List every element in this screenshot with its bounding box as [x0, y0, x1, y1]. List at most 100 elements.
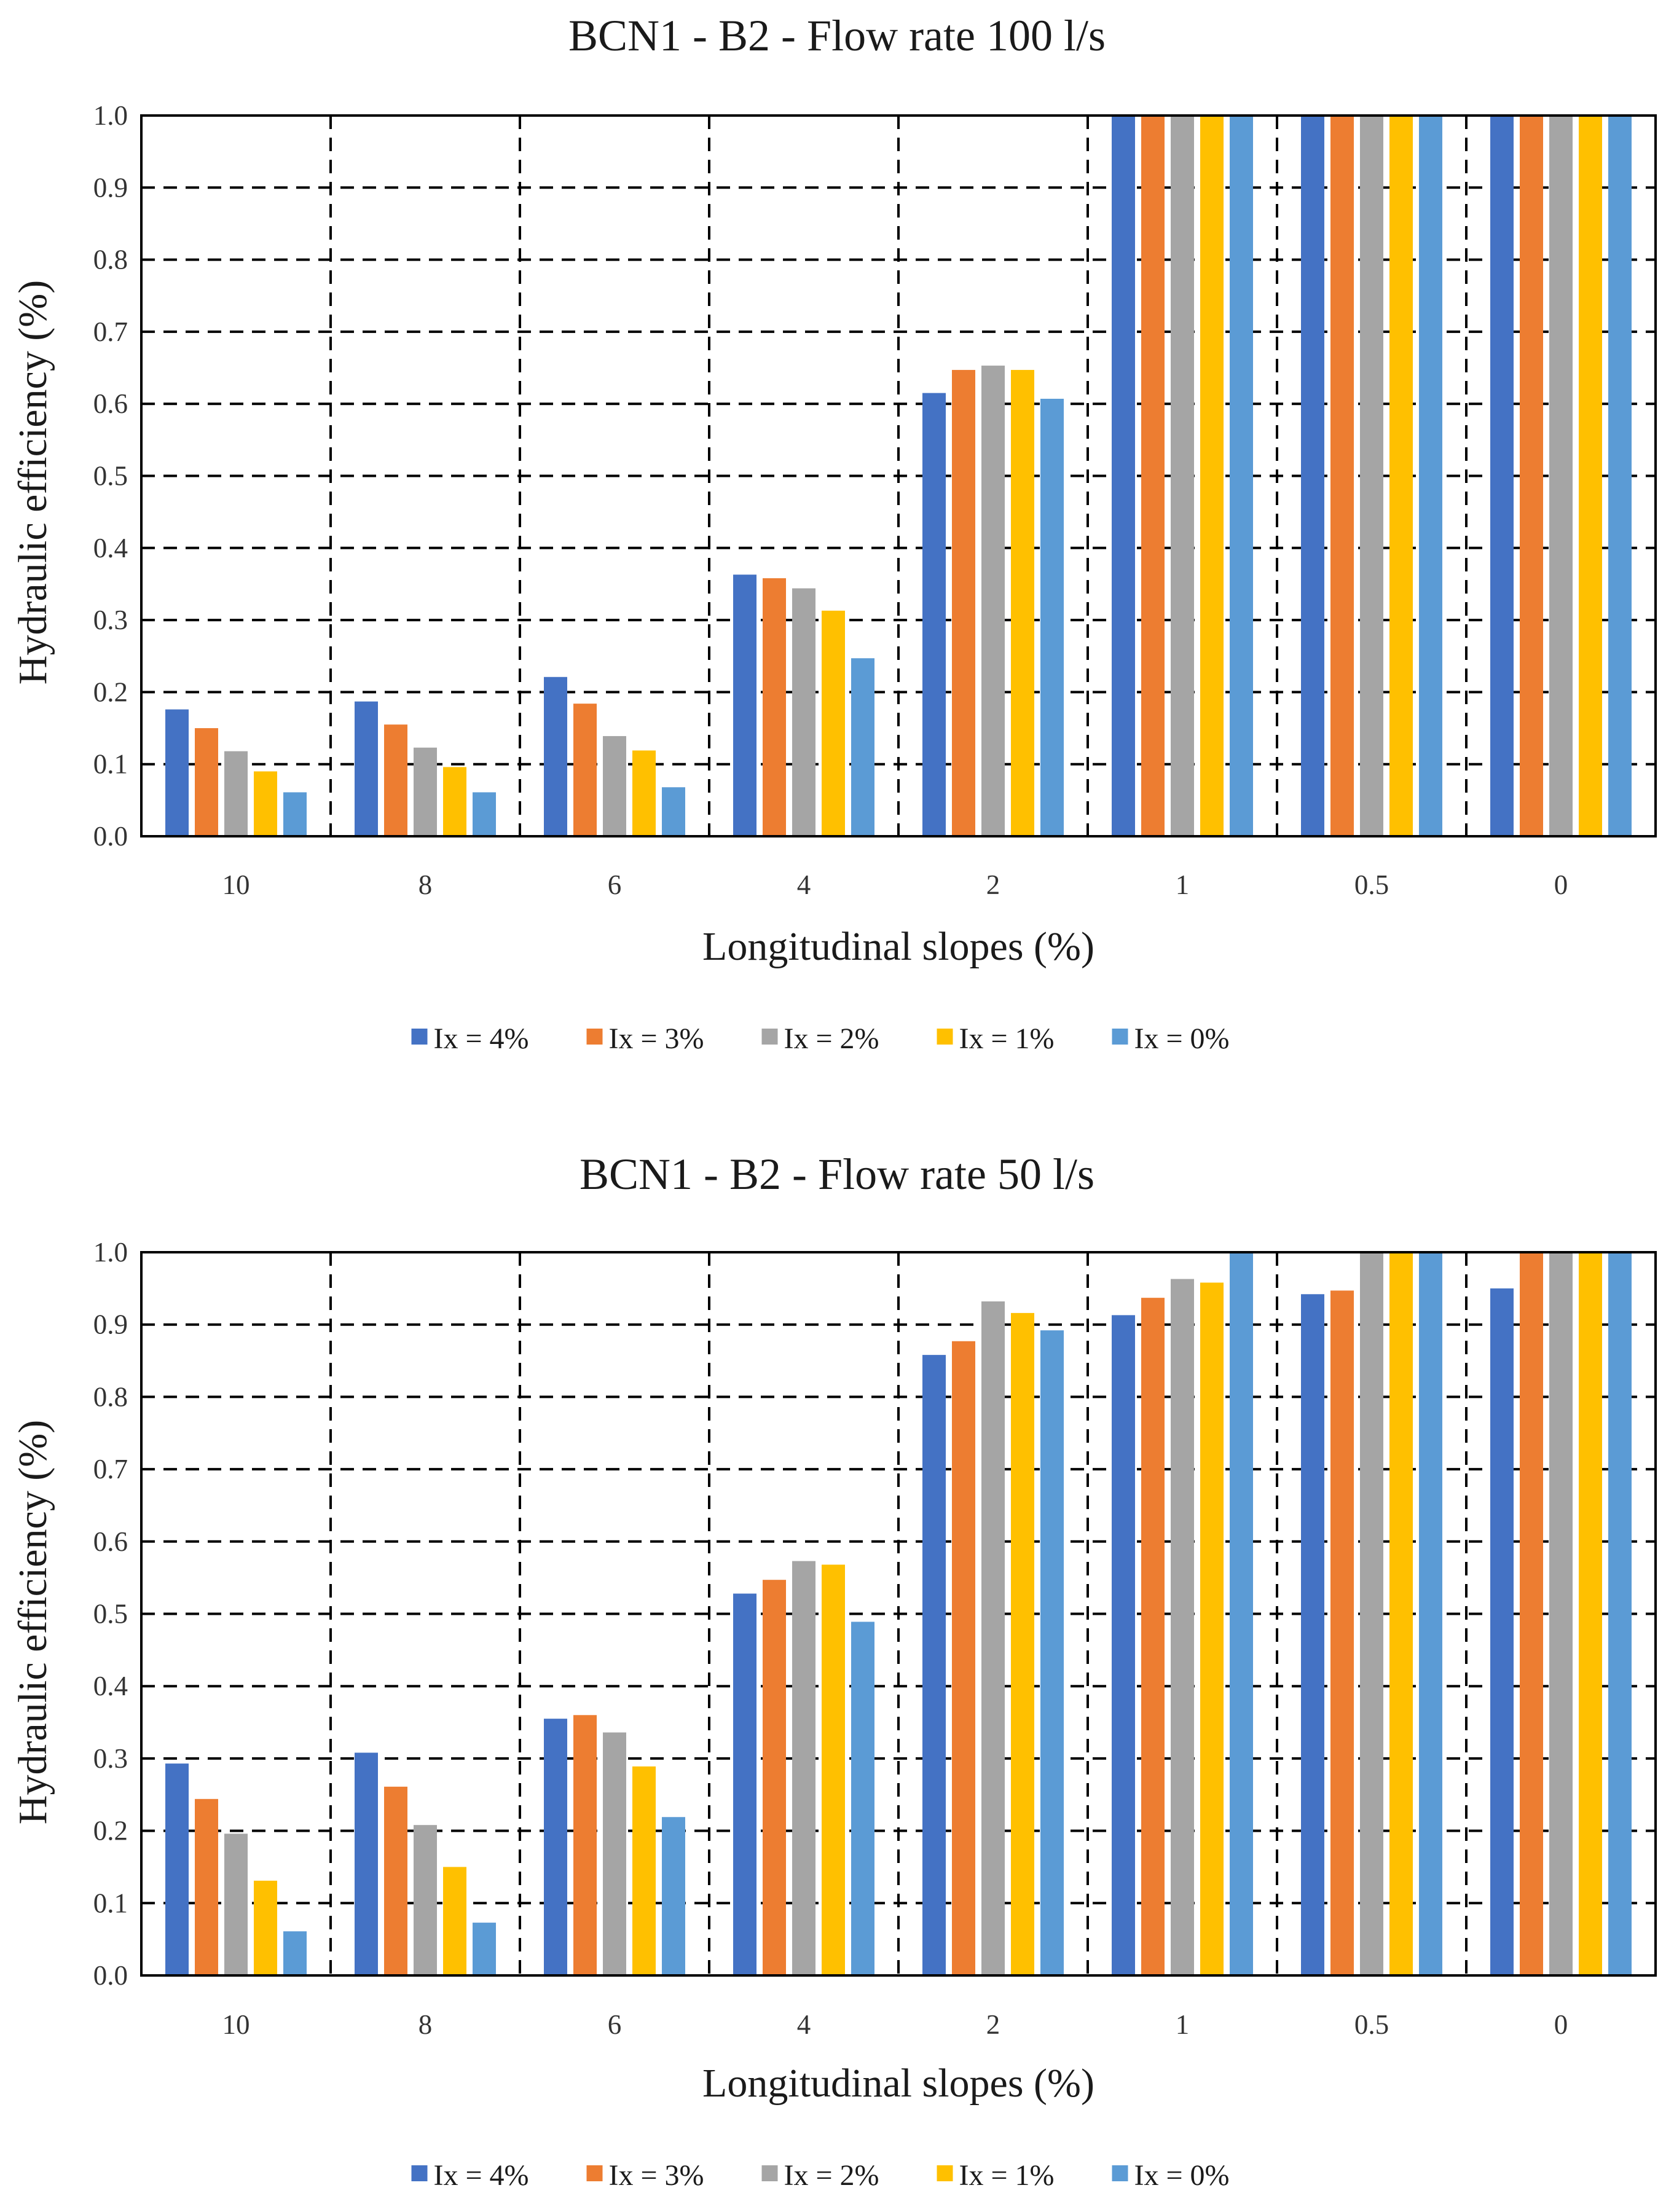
legend: Ix = 4% Ix = 3% Ix = 2% Ix = 1% Ix = 0%	[411, 2159, 1230, 2192]
legend-swatch	[411, 1029, 428, 1045]
bar	[1200, 1282, 1224, 1975]
bar	[195, 728, 218, 836]
plot-area: 0.00.10.20.30.40.50.60.70.80.91.010 8 6 4 2 1…	[93, 100, 1657, 900]
bar	[544, 1719, 567, 1975]
bar	[1112, 116, 1135, 836]
bar	[224, 751, 248, 836]
bar	[283, 1931, 307, 1975]
bar	[1608, 116, 1632, 836]
x-tick-label: 2	[986, 869, 1000, 900]
bar	[443, 1867, 466, 1975]
bar	[1301, 1294, 1324, 1975]
legend-entry: Ix = 2%	[784, 1022, 879, 1055]
bar	[1301, 116, 1324, 836]
bar	[1389, 1252, 1413, 1975]
legend-entry: Ix = 2%	[784, 2159, 879, 2192]
bar	[1490, 1288, 1514, 1975]
bar	[662, 1817, 685, 1975]
bar	[573, 704, 597, 836]
legend-swatch	[1112, 2165, 1128, 2181]
x-tick-label: 10	[222, 2009, 250, 2040]
bar	[443, 767, 466, 836]
bar	[1520, 1252, 1543, 1975]
legend-swatch	[761, 2165, 778, 2181]
y-tick-label: 0.4	[93, 533, 128, 563]
bar	[283, 792, 307, 836]
bar	[1141, 116, 1165, 836]
bar	[1141, 1298, 1165, 1975]
x-tick-label: 6	[608, 869, 622, 900]
plot-area: 0.00.10.20.30.40.50.60.70.80.91.010 8 6 4 2 1…	[93, 1237, 1657, 2040]
bar	[254, 771, 277, 836]
legend-entry: Ix = 4%	[434, 1022, 529, 1055]
legend-entry: Ix = 0%	[1134, 2159, 1230, 2192]
bar	[1230, 1252, 1253, 1975]
y-tick-label: 0.3	[93, 605, 128, 635]
bar	[1011, 370, 1034, 836]
bar	[1112, 1315, 1135, 1975]
bar	[573, 1715, 597, 1975]
bar	[224, 1834, 248, 1975]
bar	[822, 1564, 845, 1975]
bar	[1549, 116, 1573, 836]
bar	[1360, 1252, 1383, 1975]
bar	[355, 701, 378, 836]
bar	[792, 588, 815, 836]
x-tick-label: 8	[418, 869, 433, 900]
legend-swatch	[586, 2165, 603, 2181]
chart-flow-100: BCN1 - B2 - Flow rate 100 l/s Hydraulic …	[10, 11, 1657, 1055]
y-tick-label: 0.1	[93, 1888, 128, 1918]
bar	[922, 393, 946, 836]
bar	[822, 610, 845, 836]
bar	[981, 366, 1005, 836]
chart-flow-50: BCN1 - B2 - Flow rate 50 l/s Hydraulic e…	[10, 1150, 1657, 2192]
y-tick-label: 0.6	[93, 1526, 128, 1557]
bar	[763, 578, 786, 836]
plot-frame	[140, 1251, 1657, 1977]
bar	[1230, 116, 1253, 836]
bar	[473, 792, 496, 836]
legend-swatch	[937, 2165, 953, 2181]
legend-entry: Ix = 4%	[434, 2159, 529, 2192]
y-tick-label: 1.0	[93, 100, 128, 131]
y-tick-label: 0.2	[93, 1816, 128, 1846]
legend-swatch	[937, 1029, 953, 1045]
bar	[414, 1825, 437, 1975]
x-tick-label: 4	[797, 869, 811, 900]
y-tick-label: 0.9	[93, 1309, 128, 1340]
bar	[733, 1593, 756, 1975]
x-axis-label: Longitudinal slopes (%)	[702, 924, 1094, 969]
x-tick-label: 0.5	[1354, 2009, 1389, 2040]
x-tick-label: 1	[1176, 869, 1190, 900]
bar	[662, 787, 685, 836]
bar	[952, 370, 975, 836]
x-tick-label: 2	[986, 2009, 1000, 2040]
bar	[981, 1301, 1005, 1975]
y-tick-label: 0.5	[93, 1599, 128, 1630]
x-tick-label: 0	[1554, 869, 1568, 900]
chart-title: BCN1 - B2 - Flow rate 100 l/s	[568, 11, 1106, 60]
y-tick-label: 0.8	[93, 245, 128, 275]
x-tick-label: 8	[418, 2009, 433, 2040]
bar	[355, 1752, 378, 1975]
bar	[1608, 1252, 1632, 1975]
y-tick-label: 0.4	[93, 1671, 128, 1701]
y-tick-label: 0.9	[93, 172, 128, 203]
legend-swatch	[586, 1029, 603, 1045]
bar	[544, 677, 567, 836]
bar	[733, 575, 756, 836]
y-tick-label: 0.6	[93, 388, 128, 419]
bar	[1389, 116, 1413, 836]
y-tick-label: 0.8	[93, 1381, 128, 1412]
bar	[1011, 1312, 1034, 1975]
bar	[195, 1798, 218, 1975]
bar	[1419, 1252, 1442, 1975]
legend-swatch	[761, 1029, 778, 1045]
legend-entry: Ix = 1%	[959, 1022, 1055, 1055]
bar	[632, 1766, 656, 1975]
bar	[1490, 116, 1514, 836]
legend-swatch	[1112, 1029, 1128, 1045]
bar	[603, 735, 626, 836]
bar	[414, 747, 437, 836]
